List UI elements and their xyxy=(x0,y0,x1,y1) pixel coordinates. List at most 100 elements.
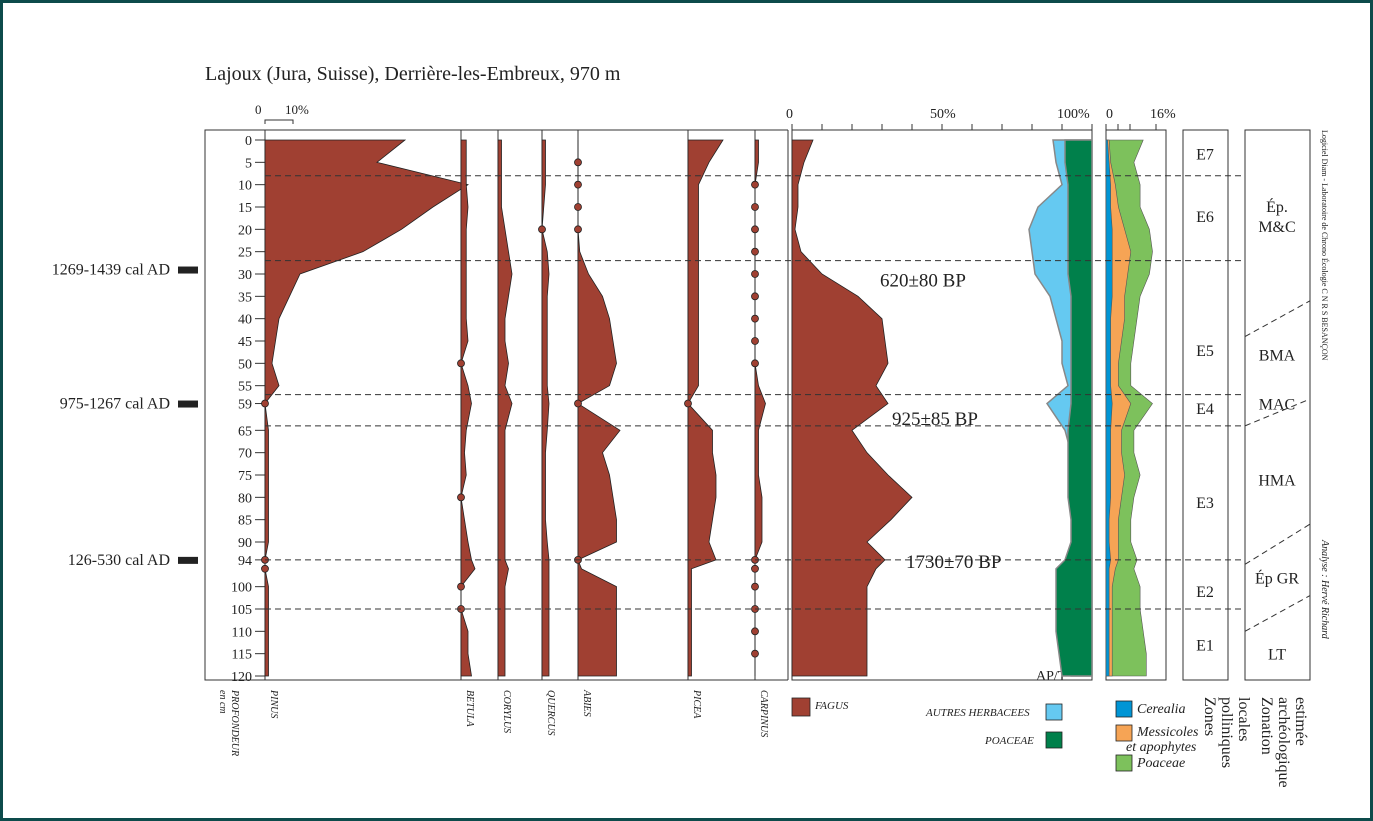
depth-tick-label: 35 xyxy=(238,290,252,305)
depth-tick-label: 30 xyxy=(238,268,252,283)
curve-carpinus xyxy=(754,139,766,676)
calibrated-date-label: 1269-1439 cal AD xyxy=(52,262,170,279)
legend-cerealia-label: Cerealia xyxy=(1137,702,1185,717)
curve-betula xyxy=(460,139,476,677)
presence-dot-pinus xyxy=(261,564,269,573)
taxon-label-pinus: PINUS xyxy=(268,689,279,718)
taxon-label-corylus: CORYLUS xyxy=(501,690,512,733)
pollen-zone-label: E6 xyxy=(1196,209,1214,226)
radiocarbon-date: 1730±70 BP xyxy=(906,552,1001,573)
presence-dot-betula xyxy=(457,359,465,368)
depth-tick-label: 100 xyxy=(231,581,252,596)
presence-dot-abies xyxy=(574,225,582,234)
curve-fagus xyxy=(791,139,913,677)
taxon-label-abies: ABIES xyxy=(581,689,592,717)
presence-dot-quercus xyxy=(538,225,546,234)
scale-fagus-hundred: 100% xyxy=(1057,107,1090,122)
legend-messicoles-swatch xyxy=(1115,724,1133,742)
legend-autres-label: AUTRES HERBACEES xyxy=(925,707,1030,719)
depth-tick-label: 45 xyxy=(238,335,252,350)
curve-abies xyxy=(577,140,621,677)
curve-picea xyxy=(687,139,724,677)
lab-credit: Logiciel Diam - Laboratoire de Chrono Éc… xyxy=(1320,130,1330,361)
presence-dot-carpinus xyxy=(751,314,759,323)
pollen-zones-box xyxy=(1182,129,1229,681)
pollen-zones-title-1: Zones xyxy=(1201,697,1218,736)
depth-tick-label: 115 xyxy=(232,648,252,663)
depth-label-2: en cm xyxy=(217,690,228,714)
curve-corylus xyxy=(497,139,513,677)
taxon-label-betula: BETULA xyxy=(464,690,475,728)
presence-dot-carpinus xyxy=(751,582,759,591)
calibrated-date-label: 975-1267 cal AD xyxy=(60,396,170,413)
pollen-zone-label: E4 xyxy=(1196,401,1214,418)
presence-dot-carpinus xyxy=(751,203,759,211)
chart-title: Lajoux (Jura, Suisse), Derrière-les-Embr… xyxy=(205,63,621,85)
presence-dot-carpinus xyxy=(751,180,759,189)
depth-tick-label: 50 xyxy=(238,357,252,372)
archaeo-zone-label: LT xyxy=(1268,647,1286,664)
depth-tick-label: 94 xyxy=(238,554,252,569)
archaeo-zones-title-3: estimée xyxy=(1292,697,1309,746)
radiocarbon-date: 620±80 BP xyxy=(880,270,966,291)
archaeo-zone-label: BMA xyxy=(1259,347,1296,364)
depth-axis-box xyxy=(204,129,266,681)
legend-messicoles-label-1: Messicoles xyxy=(1136,725,1199,740)
depth-tick-label: 70 xyxy=(238,447,252,462)
legend-cerealia-swatch xyxy=(1115,700,1133,718)
calibrated-date-marker xyxy=(178,400,198,408)
depth-tick-label: 65 xyxy=(238,424,252,439)
depth-tick-label: 55 xyxy=(238,380,252,395)
herb-area-cerealia xyxy=(1105,139,1113,677)
presence-dot-carpinus xyxy=(751,247,759,256)
depth-tick-label: 5 xyxy=(245,156,252,171)
archaeo-zones-title-2: archéologique xyxy=(1275,697,1292,788)
pollen-zone-label: E2 xyxy=(1196,584,1214,601)
analyst-credit: Analyse : Hervé Richard xyxy=(1319,539,1330,640)
depth-tick-label: 75 xyxy=(238,469,252,484)
legend-autres-swatch xyxy=(1045,703,1063,721)
scale-fagus-zero: 0 xyxy=(786,107,793,122)
small-scale-bracket xyxy=(264,119,294,124)
pollen-zone-label: E7 xyxy=(1196,146,1214,163)
presence-dot-betula xyxy=(457,493,465,502)
legend-poaceae-label: Poaceae xyxy=(1136,756,1185,771)
depth-label-1: PROFONDEUR xyxy=(229,689,240,756)
presence-dot-carpinus xyxy=(751,627,759,636)
calibrated-date-marker xyxy=(178,556,198,564)
archaeo-zone-label: MAC xyxy=(1259,397,1295,414)
presence-dot-carpinus xyxy=(751,564,759,573)
depth-tick-label: 80 xyxy=(238,491,252,506)
archaeo-zone-label: Ép GR xyxy=(1255,569,1299,588)
taxon-label-picea: PICEA xyxy=(691,689,702,719)
presence-dot-picea xyxy=(684,399,692,408)
pollen-zone-label: E3 xyxy=(1196,495,1214,512)
archaeo-zones-title-1: Zonation xyxy=(1258,697,1275,755)
scale-small-ten: 10% xyxy=(285,102,309,117)
presence-dot-abies xyxy=(574,399,582,408)
legend-poaceae-ap-label: POACEAE xyxy=(984,735,1034,747)
legend-poaceae-swatch xyxy=(1115,754,1133,772)
presence-dot-carpinus xyxy=(751,225,759,234)
curve-pinus xyxy=(264,139,470,677)
archaeo-zones-box xyxy=(1244,129,1311,681)
depth-tick-label: 40 xyxy=(238,313,252,328)
legend-fagus-swatch xyxy=(791,697,811,717)
depth-tick-label: 120 xyxy=(231,670,252,685)
depth-tick-label: 105 xyxy=(231,603,252,618)
archaeo-boundary xyxy=(1244,595,1311,632)
archaeo-zone-label: Ép. xyxy=(1266,197,1288,216)
legend-fagus-label: FAGUS xyxy=(814,700,849,712)
area-poaceae-ap xyxy=(1055,139,1093,677)
depth-tick-label: 10 xyxy=(238,179,252,194)
presence-dot-abies xyxy=(574,180,582,189)
depth-tick-label: 110 xyxy=(232,625,252,640)
legend-poaceae-ap-swatch xyxy=(1045,731,1063,749)
pollen-zones-title-2: polliniques xyxy=(1218,697,1235,768)
presence-dot-abies xyxy=(574,158,582,167)
depth-tick-label: 90 xyxy=(238,536,252,551)
depth-tick-label: 15 xyxy=(238,201,252,216)
depth-tick-label: 85 xyxy=(238,514,252,529)
